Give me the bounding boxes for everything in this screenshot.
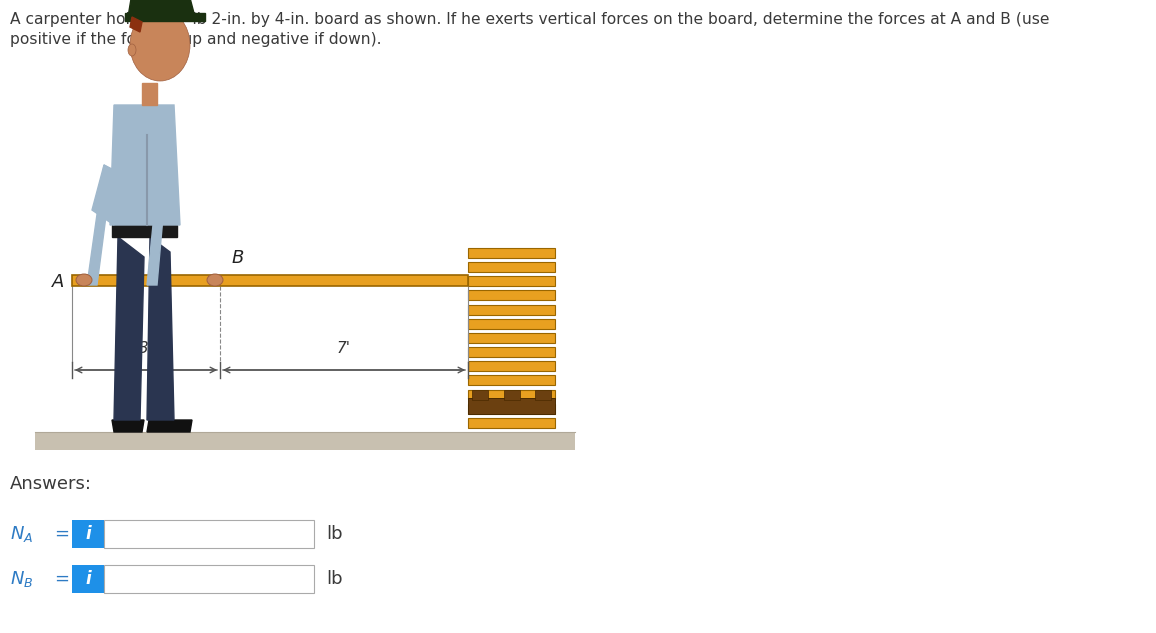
Text: lb: lb bbox=[326, 525, 342, 543]
Text: A carpenter holds a 17-lb 2-in. by 4-in. board as shown. If he exerts vertical f: A carpenter holds a 17-lb 2-in. by 4-in.… bbox=[10, 12, 1050, 27]
Polygon shape bbox=[150, 155, 176, 225]
Text: =: = bbox=[54, 570, 69, 588]
Bar bbox=[468, 404, 555, 413]
Polygon shape bbox=[142, 83, 157, 105]
Text: B: B bbox=[232, 249, 244, 267]
Text: i: i bbox=[86, 525, 91, 543]
Text: $N_B$: $N_B$ bbox=[10, 569, 34, 589]
Bar bbox=[468, 361, 555, 371]
Polygon shape bbox=[92, 165, 124, 225]
Text: i: i bbox=[86, 570, 91, 588]
Text: 3': 3' bbox=[139, 341, 153, 356]
Bar bbox=[72, 565, 104, 593]
Bar bbox=[535, 390, 551, 400]
Polygon shape bbox=[125, 13, 205, 21]
Bar bbox=[468, 304, 555, 315]
Polygon shape bbox=[114, 237, 144, 420]
Polygon shape bbox=[147, 155, 168, 285]
Text: =: = bbox=[54, 525, 69, 543]
Polygon shape bbox=[147, 237, 175, 420]
Polygon shape bbox=[110, 105, 180, 225]
Ellipse shape bbox=[128, 44, 136, 56]
Text: lb: lb bbox=[326, 570, 342, 588]
Polygon shape bbox=[147, 420, 192, 432]
Text: 7': 7' bbox=[338, 341, 351, 356]
Bar bbox=[72, 275, 468, 286]
Bar bbox=[468, 333, 555, 343]
Bar bbox=[468, 319, 555, 329]
Text: Answers:: Answers: bbox=[10, 475, 92, 493]
Ellipse shape bbox=[76, 274, 92, 286]
Bar bbox=[104, 520, 314, 548]
Bar bbox=[468, 389, 555, 399]
Text: positive if the force is up and negative if down).: positive if the force is up and negative… bbox=[10, 32, 381, 47]
Bar bbox=[468, 347, 555, 357]
Polygon shape bbox=[129, 17, 142, 32]
Text: A: A bbox=[52, 273, 64, 291]
Polygon shape bbox=[128, 0, 195, 17]
Bar bbox=[104, 565, 314, 593]
Polygon shape bbox=[112, 420, 144, 432]
Bar bbox=[35, 432, 575, 450]
Bar bbox=[468, 398, 555, 414]
Bar bbox=[468, 277, 555, 286]
Bar bbox=[504, 390, 519, 400]
Ellipse shape bbox=[207, 274, 223, 286]
Bar bbox=[468, 262, 555, 272]
Polygon shape bbox=[112, 225, 177, 237]
Bar bbox=[472, 390, 488, 400]
Bar bbox=[468, 375, 555, 385]
Bar bbox=[468, 418, 555, 428]
Bar bbox=[72, 520, 104, 548]
Text: $N_A$: $N_A$ bbox=[10, 524, 34, 544]
Bar bbox=[468, 248, 555, 258]
Polygon shape bbox=[87, 165, 112, 285]
Ellipse shape bbox=[129, 9, 190, 81]
Bar bbox=[468, 291, 555, 301]
